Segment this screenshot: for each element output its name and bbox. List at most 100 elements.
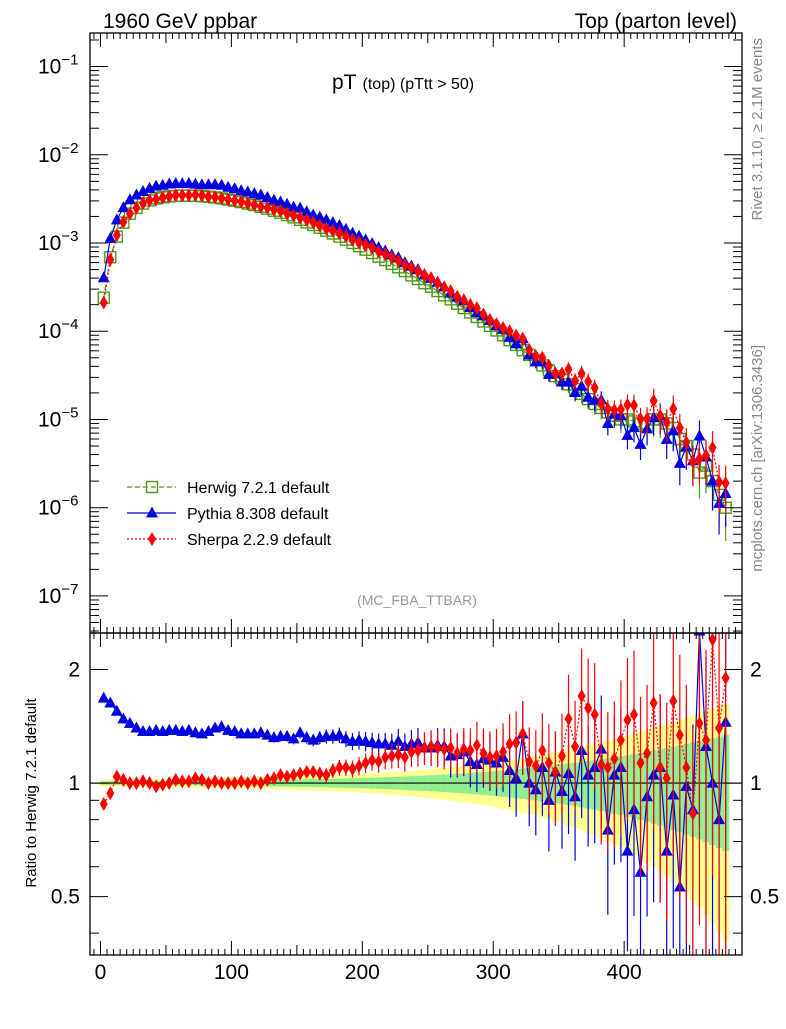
legend-label-sherpa: Sherpa 2.2.9 default [187, 532, 332, 549]
pythia-main-point [621, 428, 634, 440]
pythia-ratio-point [385, 738, 398, 750]
sherpa-ratio-point [446, 740, 455, 755]
sherpa-ratio-point [315, 766, 324, 781]
pythia-main-point [510, 337, 523, 349]
sherpa-main-point [106, 252, 115, 267]
sherpa-ratio-point [538, 743, 547, 758]
sherpa-ratio-point [701, 733, 710, 748]
sherpa-main-point [355, 235, 364, 250]
sherpa-main-point [682, 435, 691, 450]
sherpa-main-point [603, 401, 612, 416]
sherpa-main-point [211, 190, 220, 205]
sherpa-main-point [158, 190, 167, 205]
pythia-ratio-point [130, 721, 143, 733]
sherpa-ratio-point [211, 774, 220, 789]
sherpa-ratio-point [125, 776, 134, 791]
sherpa-ratio-point [368, 753, 377, 768]
ratio-y-tick-label-right: 1 [750, 772, 762, 795]
pythia-ratio-point [621, 844, 634, 856]
sherpa-ratio-point [269, 771, 278, 786]
sherpa-main-point [512, 328, 521, 343]
sherpa-ratio-point [505, 736, 514, 751]
mcplots-source-label: mcplots.cern.ch [arXiv:1306.3436] [749, 345, 766, 572]
pythia-ratio-point [228, 725, 241, 737]
sherpa-ratio-point [577, 689, 586, 704]
sherpa-main-point [701, 448, 710, 463]
sherpa-ratio-point [296, 766, 305, 781]
pythia-ratio-point [254, 726, 267, 738]
sherpa-ratio-point [289, 768, 298, 783]
pythia-main-point [294, 201, 307, 213]
sherpa-ratio-point [309, 764, 318, 779]
sherpa-main-point [348, 232, 357, 247]
sherpa-ratio-point [407, 744, 416, 759]
sherpa-main-point [387, 250, 396, 265]
sherpa-main-point [584, 374, 593, 389]
main-y-tick-label: 10−4 [38, 316, 78, 343]
plot-title: pT (top) (pTtt > 50) [332, 71, 474, 94]
tick-base: 10 [38, 497, 61, 520]
sherpa-ratio-point [499, 744, 508, 759]
pythia-main-point [313, 210, 326, 222]
sherpa-main-point [662, 415, 671, 430]
pythia-ratio-point [261, 728, 274, 740]
sherpa-ratio-point [250, 774, 259, 789]
sherpa-ratio-point [145, 776, 154, 791]
pythia-ratio-point [202, 725, 215, 737]
sherpa-ratio-point [197, 772, 206, 787]
sherpa-main-point [374, 244, 383, 259]
sherpa-main-point [341, 229, 350, 244]
sherpa-ratio-point [112, 769, 121, 784]
x-tick-label: 0 [95, 961, 107, 984]
sherpa-ratio-point [276, 768, 285, 783]
sherpa-main-point [420, 267, 429, 282]
tick-exponent: −1 [61, 52, 78, 69]
sherpa-ratio-point [152, 779, 161, 794]
sherpa-main-point [551, 366, 560, 381]
pythia-main-point [353, 229, 366, 241]
sherpa-ratio-point [715, 720, 724, 735]
sherpa-ratio-point [171, 772, 180, 787]
sherpa-ratio-point [675, 728, 684, 743]
sherpa-main-point [145, 193, 154, 208]
sherpa-main-point [152, 192, 161, 207]
pythia-main-point [137, 184, 150, 196]
sherpa-main-point [335, 226, 344, 241]
pythia-main-point [706, 474, 719, 486]
tick-base: 10 [38, 232, 61, 255]
sherpa-main-point [636, 411, 645, 426]
pythia-ratio-point [300, 731, 313, 743]
sherpa-ratio-point [551, 764, 560, 779]
sherpa-main-point [165, 189, 174, 204]
sherpa-main-point [112, 228, 121, 243]
sherpa-ratio-point [721, 670, 730, 685]
sherpa-main-point [289, 208, 298, 223]
sherpa-ratio-point [361, 756, 370, 771]
ratio-ylabel: Ratio to Herwig 7.2.1 default [23, 698, 40, 888]
pythia-main-point [346, 226, 359, 238]
pythia-main-point [117, 201, 130, 213]
sherpa-ratio-point [230, 776, 239, 791]
sherpa-main-point [525, 342, 534, 357]
main-y-tick-label: 10−5 [38, 404, 78, 431]
sherpa-main-point [499, 320, 508, 335]
sherpa-ratio-point [688, 806, 697, 821]
pythia-main-point [562, 375, 575, 387]
main-y-tick-label: 10−7 [38, 581, 78, 608]
sherpa-main-point [178, 188, 187, 203]
sherpa-ratio-point [335, 760, 344, 775]
pythia-ratio-point [97, 691, 110, 703]
sherpa-main-point [361, 238, 370, 253]
legend-marker-sherpa [148, 532, 156, 546]
sherpa-main-point [721, 476, 730, 491]
sherpa-main-point [518, 331, 527, 346]
sherpa-ratio-point [178, 774, 187, 789]
sherpa-main-point [610, 403, 619, 418]
sherpa-main-point [296, 210, 305, 225]
sherpa-ratio-point [400, 750, 409, 765]
sherpa-main-point [616, 402, 625, 417]
sherpa-ratio-point [623, 712, 632, 727]
sherpa-main-point [368, 240, 377, 255]
pythia-main-point [601, 417, 614, 429]
pythia-main-point [215, 178, 228, 190]
